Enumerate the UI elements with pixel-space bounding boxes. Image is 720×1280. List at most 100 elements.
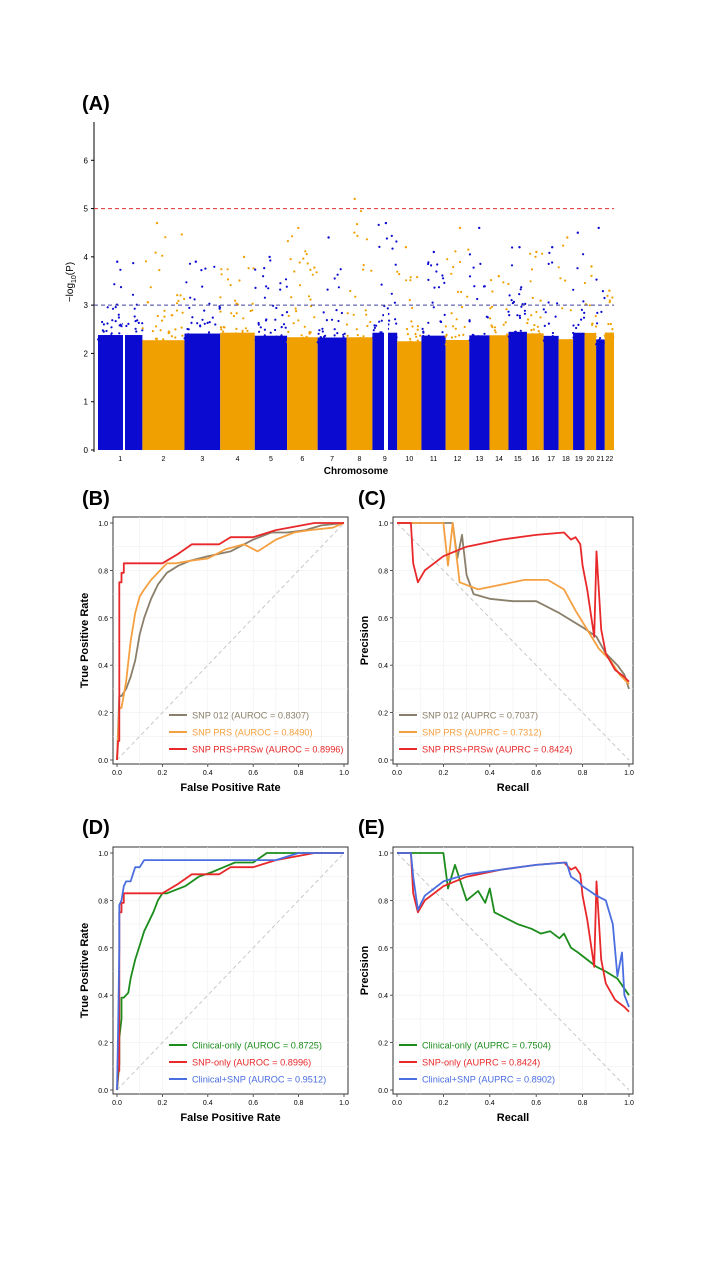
chrom-block-5 [254,335,288,450]
snp-point [595,278,598,281]
manhattan-y-tick-label: 1 [84,398,89,407]
snp-point [601,290,605,293]
roc-clinical-panel: 0.0 0.0 0.2 0.2 0.4 0.4 0.6 0.6 0.8 0.8 1.0 1.0 Fals… [79,846,349,1124]
chrom-tick-label: 8 [358,456,362,463]
snp-point [408,299,411,302]
snp-peak-point [297,226,300,230]
snp-point [437,338,440,341]
snp-point [152,342,155,345]
snp-point [437,286,441,289]
snp-point [445,333,448,336]
manhattan-points [97,197,615,450]
snp-point [491,325,494,329]
snp-point [203,309,206,312]
chrom-block-16 [526,333,544,450]
snp-point [455,318,458,321]
snp-point [364,309,367,312]
snp-point [559,277,562,280]
snp-point [506,333,509,336]
snp-point [281,314,284,317]
snp-point [372,329,375,332]
snp-point [162,343,165,347]
snp-peak-point [155,221,159,225]
snp-point [107,335,110,338]
snp-point [144,343,148,346]
snp-point [164,236,167,239]
x-axis-label: False Positive Rate [180,782,280,794]
snp-point [494,338,497,341]
snp-point [160,319,164,322]
snp-point [120,325,123,328]
snp-point [257,321,260,325]
snp-point [378,245,381,248]
snp-point [594,335,597,338]
x-tick-label: 0.2 [439,1100,449,1107]
snp-point [432,306,435,309]
snp-point [504,321,507,324]
snp-point [380,283,383,286]
snp-point [193,298,196,301]
snp-point [291,235,294,238]
snp-point [358,341,361,344]
snp-point [478,338,481,342]
x-tick-label: 0.6 [531,770,541,777]
snp-point [186,336,189,339]
snp-point [269,259,272,262]
snp-point [325,319,328,322]
snp-point [110,332,113,335]
snp-point [109,334,113,337]
snp-point [263,296,266,299]
snp-peak-point [353,197,356,201]
snp-point [303,325,306,328]
snp-point [521,333,524,336]
legend-label: SNP 012 (AUPRC = 0.7037) [422,711,538,721]
x-axis-label: False Positive Rate [180,1112,280,1124]
snp-point [201,285,204,288]
snp-point [483,332,486,335]
snp-point [181,334,184,337]
snp-point [416,342,419,346]
snp-point [313,316,316,319]
pr-snp-panel: 0.0 0.0 0.2 0.2 0.4 0.4 0.6 0.6 0.8 0.8 1.0 1.0 Reca… [359,516,634,794]
snp-point [510,264,514,267]
snp-point [562,342,565,346]
manhattan-y-tick-label: 4 [84,253,89,262]
snp-point [149,286,152,289]
snp-point [144,260,148,263]
snp-peak-point [432,250,435,254]
snp-point [608,301,611,304]
snp-point [263,267,266,270]
snp-point [604,336,607,339]
chrom-tick-label: 11 [430,456,437,463]
snp-point [450,272,453,275]
snp-point [183,337,186,340]
snp-point [263,334,266,337]
chrom-tick-label: 3 [200,456,204,463]
x-tick-label: 1.0 [624,770,634,777]
snp-point [304,250,307,253]
x-tick-label: 0.4 [203,1100,213,1107]
snp-point [143,343,146,346]
snp-point [237,335,241,338]
snp-point [409,279,412,282]
snp-point [331,341,334,344]
snp-point [507,282,510,286]
snp-point [547,301,550,304]
snp-point [208,302,211,305]
x-axis-label: Recall [497,782,529,794]
snp-point [336,332,339,335]
series-line-1 [397,852,630,996]
snp-point [142,340,145,343]
snp-point [378,320,381,323]
x-tick-label: 0.8 [294,770,304,777]
snp-point [466,295,469,298]
snp-point [111,319,114,322]
snp-point [229,284,232,287]
snp-point [567,342,570,346]
snp-point [321,330,324,333]
snp-point [366,324,369,328]
snp-point [532,328,535,331]
snp-point [147,301,150,304]
snp-point [337,286,340,289]
legend-label: SNP PRS+PRSw (AUROC = 0.8996) [192,745,343,755]
